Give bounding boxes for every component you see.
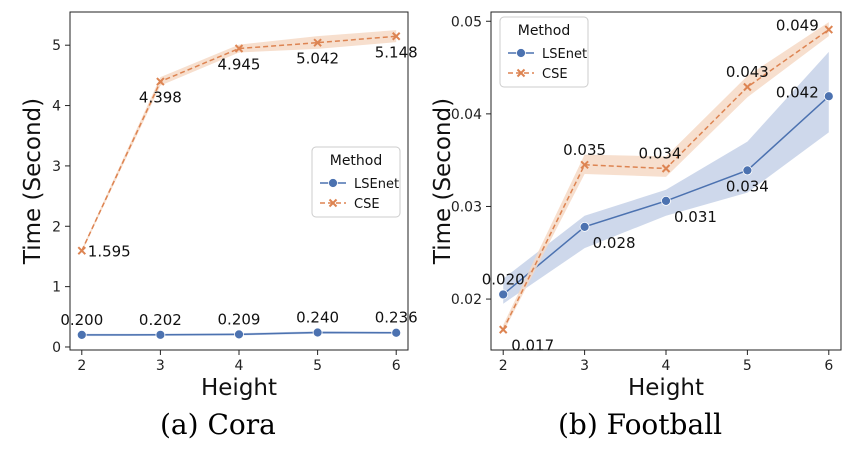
data-label: 0.202: [139, 311, 182, 329]
legend-label: LSEnet: [354, 177, 399, 192]
data-label: 0.017: [511, 337, 554, 355]
data-point-circle: [155, 329, 166, 340]
legend: Method LSEnet CSE: [311, 146, 401, 218]
data-point-circle: [76, 330, 87, 340]
y-axis-label: Time (Second): [20, 98, 46, 265]
x-tick-label: 3: [580, 358, 589, 374]
data-point-x-marker: [580, 160, 589, 170]
data-label: 0.034: [639, 144, 682, 162]
legend-item-cse: CSE: [508, 67, 568, 82]
confidence-band: [81, 30, 397, 253]
data-label: 0.236: [375, 309, 418, 327]
data-label: 4.398: [139, 89, 182, 107]
legend-title: Method: [518, 23, 571, 39]
data-point-x-marker: [156, 77, 165, 86]
data-label: 1.595: [88, 243, 131, 261]
y-tick-label: 2: [52, 219, 61, 235]
x-tick-label: 6: [392, 358, 401, 374]
x-tick-label: 6: [824, 358, 833, 374]
y-tick-label: 1: [52, 280, 61, 296]
data-point-x-marker: [661, 164, 671, 173]
x-tick-label: 4: [235, 358, 244, 374]
x-tick-label: 5: [743, 358, 752, 374]
series-lsenet: 0.200 0.202 0.209 0.240 0.236: [60, 308, 418, 340]
x-tick-label: 3: [156, 358, 165, 374]
confidence-band: [503, 22, 829, 333]
legend-box: [311, 146, 401, 218]
x-tick-label: 5: [313, 358, 322, 374]
y-tick-label: 3: [52, 159, 61, 175]
y-tick-label: 0.04: [451, 107, 482, 123]
data-point-x-marker: [499, 325, 508, 334]
x-tick-label: 2: [499, 358, 508, 374]
x-tick-label: 4: [662, 358, 671, 374]
data-label: 0.200: [60, 311, 103, 329]
chart-a: 0 1 2 3 4 5 2 3 4 5 6 Height Time (Second) 0.200 0.202…: [20, 11, 418, 401]
data-point-x-marker: [77, 246, 86, 255]
data-label: 0.035: [563, 141, 606, 159]
legend-x-marker: [516, 68, 526, 78]
caption-football: (b) Football: [558, 408, 723, 441]
y-tick-label: 5: [52, 38, 61, 54]
y-axis-label: Time (Second): [430, 98, 456, 265]
data-label: 0.240: [296, 308, 339, 326]
data-label: 0.020: [482, 270, 525, 288]
chart-b: 0.02 0.03 0.04 0.05 2 3 4 5 6 Height Time (Second)…: [430, 11, 842, 401]
x-axis-label: Height: [628, 375, 704, 401]
data-point-circle: [742, 165, 753, 176]
series-cse: 0.017 0.035 0.034 0.043 0.049: [499, 17, 833, 355]
y-tick-label: 0.05: [451, 14, 482, 30]
series-line: [81, 35, 397, 252]
legend-label: LSEnet: [542, 47, 587, 62]
data-label: 5.148: [375, 43, 418, 61]
data-point-circle: [234, 329, 244, 340]
data-label: 0.209: [218, 310, 261, 328]
x-axis-label: Height: [201, 375, 277, 401]
y-tick-label: 4: [52, 99, 61, 115]
data-point-x-marker: [392, 32, 401, 41]
x-tick-label: 2: [77, 358, 86, 374]
legend-item-cse: CSE: [320, 197, 380, 212]
legend-label: CSE: [542, 67, 568, 82]
data-label: 4.945: [218, 56, 261, 74]
legend-label: CSE: [354, 197, 380, 212]
legend-box: [499, 16, 589, 88]
series-lsenet: 0.020 0.028 0.031 0.034 0.042: [482, 51, 834, 304]
caption-cora: (a) Cora: [160, 408, 276, 441]
data-point-x-marker: [313, 38, 322, 47]
data-label: 0.043: [726, 63, 769, 81]
y-tick-label: 0.03: [451, 199, 482, 215]
legend-circle-marker: [516, 48, 526, 58]
data-label: 0.028: [593, 234, 636, 252]
legend-item-lsenet: LSEnet: [508, 47, 587, 62]
data-label: 0.042: [776, 83, 819, 101]
y-tick-label: 0: [52, 340, 61, 356]
legend-title: Method: [330, 153, 383, 169]
data-point-circle: [661, 196, 671, 206]
data-label: 0.031: [674, 208, 717, 226]
data-point-circle: [823, 91, 834, 102]
data-label: 0.034: [726, 177, 769, 195]
confidence-band: [503, 51, 829, 304]
legend-item-lsenet: LSEnet: [320, 177, 399, 192]
data-point-circle: [312, 327, 323, 338]
data-point-x-marker: [743, 82, 752, 92]
data-label: 5.042: [296, 50, 339, 68]
data-point-x-marker: [824, 25, 833, 34]
data-label: 0.049: [776, 17, 819, 35]
data-point-circle: [391, 327, 402, 338]
legend-circle-marker: [328, 178, 338, 188]
y-tick-label: 0.02: [451, 292, 482, 308]
data-point-circle: [498, 289, 509, 300]
data-point-circle: [579, 221, 590, 232]
series-cse: 1.595 4.398 4.945 5.042 5.148: [77, 30, 418, 261]
legend: Method LSEnet CSE: [499, 16, 589, 88]
legend-x-marker: [328, 198, 338, 208]
data-point-x-marker: [234, 44, 244, 53]
